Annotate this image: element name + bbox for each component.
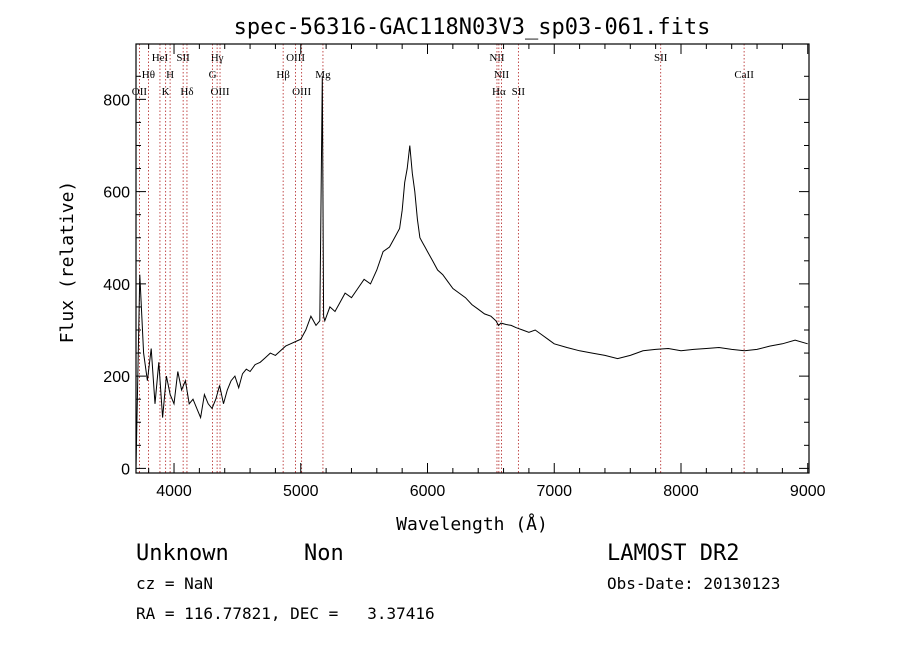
object-subclass-label: Non	[304, 541, 344, 566]
spectral-line-label: SII	[176, 52, 190, 64]
coordinates-label: RA = 116.77821, DEC = 3.37416	[136, 604, 435, 623]
spectral-line-label: HeI	[152, 52, 169, 64]
spectral-line-label: G	[209, 69, 217, 81]
y-tick-label: 600	[103, 185, 130, 202]
object-class-label: Unknown	[136, 541, 229, 566]
spectral-line-label: Hδ	[180, 86, 193, 98]
y-tick-label: 0	[121, 461, 130, 478]
y-tick-label: 400	[103, 277, 130, 294]
survey-label: LAMOST DR2	[607, 541, 739, 566]
x-tick-label: 8000	[663, 483, 699, 500]
x-tick-label: 9000	[790, 483, 826, 500]
spectrum-line	[135, 76, 808, 469]
y-tick-label: 200	[103, 369, 130, 386]
chart-title: spec-56316-GAC118N03V3_sp03-061.fits	[234, 15, 711, 40]
obs-date-label: Obs-Date: 20130123	[607, 574, 780, 593]
x-tick-label: 4000	[156, 483, 192, 500]
spectral-line-label: OIII	[292, 86, 311, 98]
cz-label: cz = NaN	[136, 574, 213, 593]
spectral-line-label: K	[162, 86, 170, 98]
x-tick-label: 6000	[410, 483, 446, 500]
spectral-line-label: CaII	[734, 69, 754, 81]
spectral-line-label: OII	[132, 86, 148, 98]
spectral-line-label: Hθ	[142, 69, 155, 81]
spectral-line-label: SII	[512, 86, 526, 98]
spectral-line-label: Hα	[492, 86, 506, 98]
line-markers: OIIHθHeIKHSIIHδHγGOIIIHβOIIIOIIIMgNIINII…	[132, 44, 754, 473]
spectral-line-label: NII	[489, 52, 505, 64]
x-axis-label: Wavelength (Å)	[396, 513, 548, 535]
axis-ticks: 4000 5000 6000 7000 8000 9000 0 200 400 600 800	[103, 44, 826, 500]
x-tick-label: 5000	[283, 483, 319, 500]
spectral-line-label: SII	[654, 52, 668, 64]
spectral-line-label: Hβ	[276, 69, 290, 81]
spectral-line-label: OIII	[286, 52, 305, 64]
x-tick-label: 7000	[536, 483, 572, 500]
y-tick-label: 800	[103, 92, 130, 109]
spectral-line-label: NII	[494, 69, 510, 81]
spectral-line-label: H	[166, 69, 174, 81]
spectral-line-label: OIII	[211, 86, 230, 98]
plot-frame	[135, 43, 810, 474]
spectral-line-label: Mg	[315, 69, 331, 81]
y-axis-label: Flux (relative)	[57, 181, 78, 344]
